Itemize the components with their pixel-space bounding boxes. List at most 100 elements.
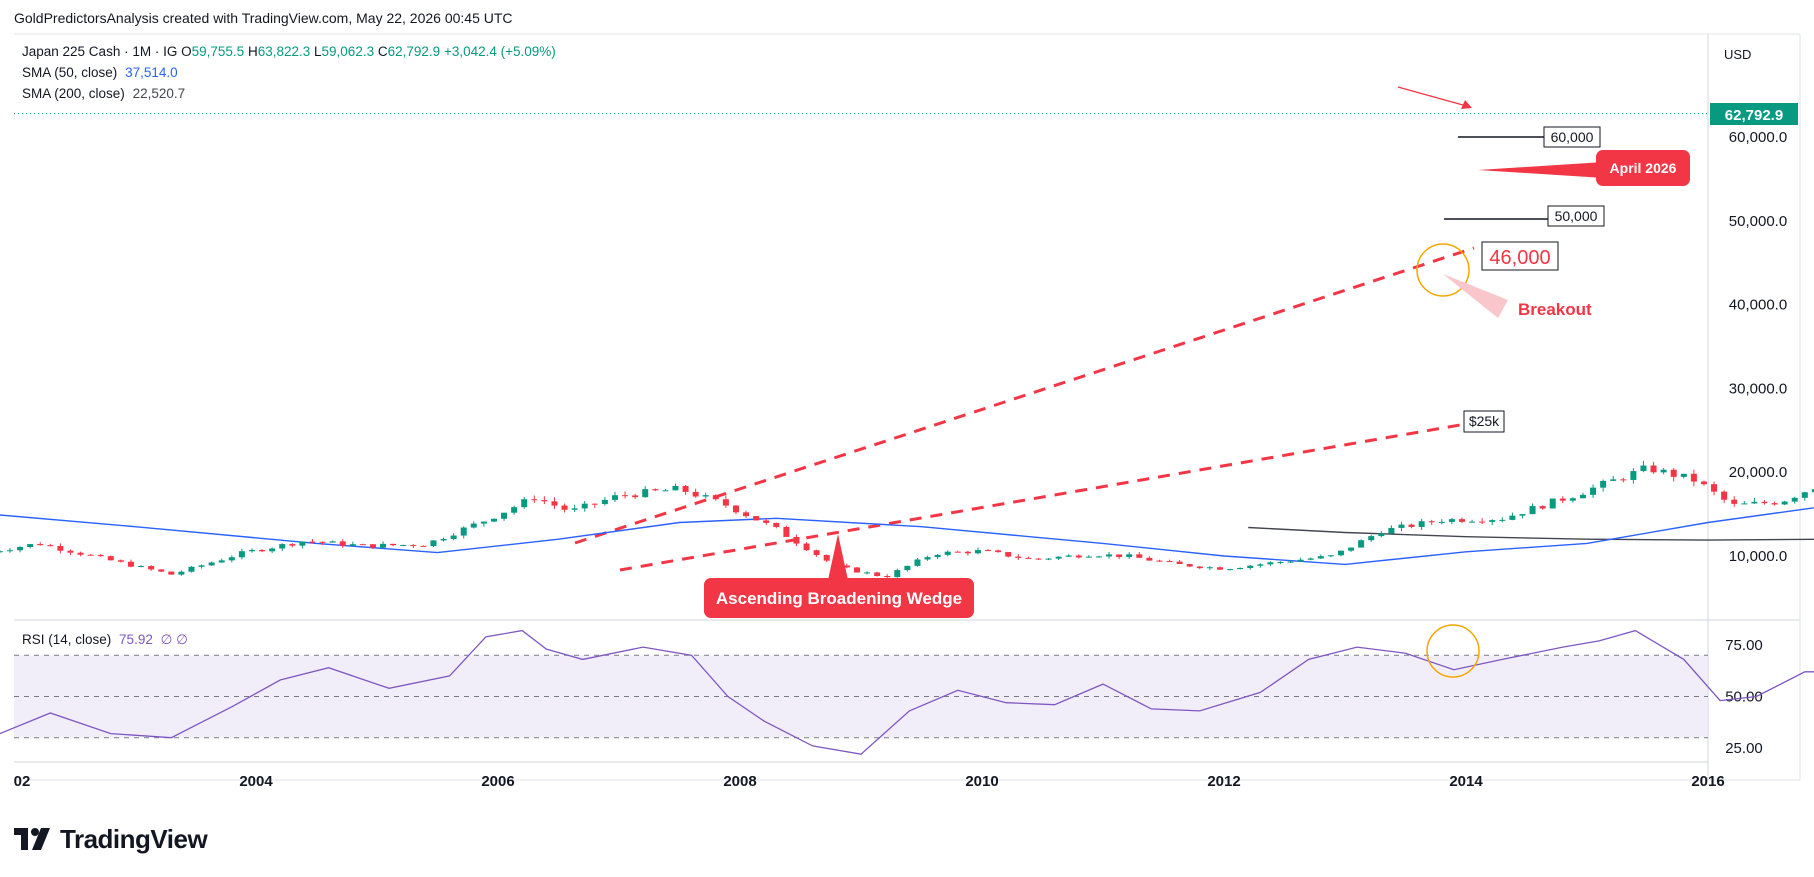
label-46000-box — [1481, 241, 1559, 271]
candle-body — [1388, 527, 1395, 534]
candle-body — [1650, 465, 1657, 473]
candle-body — [1277, 561, 1284, 563]
candle-body — [1045, 558, 1052, 560]
time-tick-label: 2012 — [1207, 773, 1240, 790]
candle-body — [359, 544, 366, 546]
rsi-legend[interactable]: RSI (14, close) 75.92 ∅ ∅ — [22, 632, 188, 648]
rsi-highlight-circle — [1426, 624, 1480, 678]
candle-body — [1297, 559, 1304, 562]
candle-body — [269, 548, 276, 552]
candle-body — [107, 556, 114, 561]
candle-body — [369, 544, 376, 548]
candle-body — [561, 505, 568, 510]
candle-body — [228, 557, 235, 561]
candle-body — [682, 485, 689, 492]
breakout-label: Breakout — [1518, 300, 1592, 319]
candle-body — [1549, 498, 1556, 509]
breakout-circle — [1416, 243, 1470, 297]
rsi-tick-label: 50.00 — [1725, 689, 1763, 706]
candle-body — [27, 544, 34, 547]
candle-body — [1509, 515, 1516, 520]
candle-body — [1156, 560, 1163, 562]
tradingview-logo-text: TradingView — [60, 823, 208, 854]
candle-body — [763, 520, 770, 523]
candle-body — [732, 505, 739, 513]
label-50000-box — [1547, 205, 1605, 227]
sma50-value: 37,514.0 — [125, 65, 178, 80]
candle-body — [87, 554, 94, 556]
candle-body — [127, 561, 134, 567]
candle-body — [611, 495, 618, 500]
symbol-legend[interactable]: Japan 225 Cash · 1M · IG O59,755.5 H63,8… — [22, 44, 556, 59]
price-tick-label: 10,000.0 — [1729, 548, 1787, 565]
rsi-label: RSI (14, close) — [22, 632, 112, 647]
candle-body — [501, 512, 508, 519]
candle-body — [97, 555, 104, 557]
sma50-label: SMA (50, close) — [22, 65, 118, 80]
low-value: 59,062.3 — [321, 44, 375, 59]
rsi-value: 75.92 — [119, 632, 153, 647]
candle-body — [57, 545, 64, 551]
candle-body — [299, 541, 306, 546]
sma50-legend[interactable]: SMA (50, close) 37,514.0 — [22, 65, 178, 80]
candle-body — [1620, 479, 1627, 481]
candle-body — [1539, 506, 1546, 509]
candle-body — [551, 501, 558, 506]
candle-body — [1287, 561, 1294, 563]
high-key: H — [247, 44, 258, 59]
candle-body — [6, 550, 13, 552]
sma200-value: 22,520.7 — [132, 86, 186, 101]
candle-body — [1600, 480, 1607, 488]
candle-body — [279, 544, 286, 549]
candle-body — [1458, 519, 1465, 522]
tradingview-logo[interactable]: TradingView — [14, 822, 208, 856]
candle-body — [1690, 473, 1697, 482]
candle-body — [117, 560, 124, 562]
candle-body — [0, 551, 3, 553]
rsi-axis-ticks: 25.00 50.00 75.00 — [1725, 637, 1763, 757]
rsi-tick-label: 25.00 — [1725, 740, 1763, 757]
candle-body — [1176, 561, 1183, 565]
candle-body — [1095, 556, 1102, 558]
candle-body — [1469, 521, 1476, 523]
candle-body — [1811, 489, 1814, 493]
top-arrow-head — [1461, 100, 1472, 109]
candle-body — [1781, 501, 1788, 505]
wedge-callout-pointer — [828, 534, 848, 580]
candle-body — [490, 518, 497, 522]
label-60000: 60,000 — [1551, 129, 1594, 145]
candle-body — [309, 541, 316, 543]
candle-body — [1206, 567, 1213, 569]
candle-body — [420, 545, 427, 547]
rsi-extra: ∅ ∅ — [160, 632, 188, 647]
april-callout-pointer — [1478, 162, 1604, 178]
tradingview-logo-icon — [14, 828, 50, 850]
candle-body — [924, 557, 931, 560]
candle-body — [1146, 557, 1153, 561]
candle-body — [702, 495, 709, 497]
candle-body — [440, 538, 447, 541]
candle-body — [874, 572, 881, 576]
candle-body — [521, 499, 528, 508]
rsi-band — [14, 654, 1708, 739]
candle-body — [1348, 547, 1355, 551]
candle-body — [601, 499, 608, 505]
price-tick-label: 30,000.0 — [1729, 380, 1787, 397]
candle-body — [783, 526, 790, 537]
candle-body — [622, 495, 629, 497]
currency-selector[interactable]: USD — [1724, 47, 1752, 62]
label-25k-box — [1463, 410, 1505, 433]
candle-body — [571, 508, 578, 510]
candle-body — [1398, 524, 1405, 528]
candle-body — [1569, 498, 1576, 501]
candle-body — [541, 500, 548, 502]
candle-body — [460, 527, 467, 536]
candle-body — [1116, 554, 1123, 558]
candle-body — [168, 571, 175, 575]
candle-body — [339, 541, 346, 546]
candle-body — [1337, 550, 1344, 556]
sma200-legend[interactable]: SMA (200, close) 22,520.7 — [22, 86, 185, 101]
candle-body — [934, 554, 941, 558]
candle-body — [843, 565, 850, 568]
